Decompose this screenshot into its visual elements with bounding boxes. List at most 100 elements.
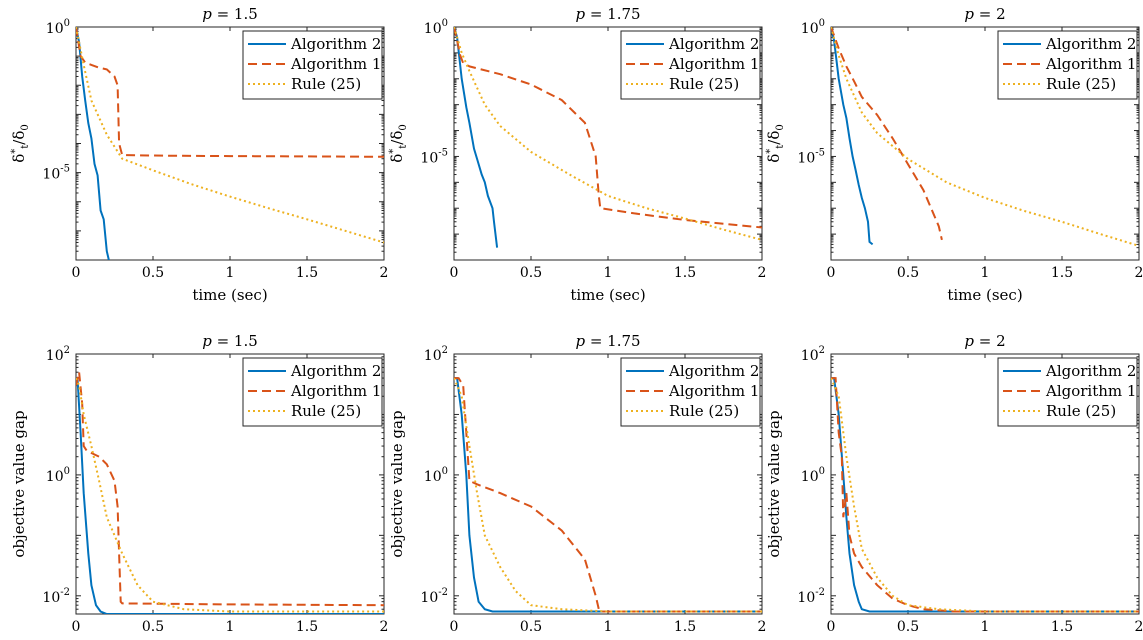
series-line-algorithm-1 xyxy=(831,27,943,241)
chart-panel: 0 0.5 1 1.5 2 100 10-5 p = 1.5 time (sec) δ*t/δ0 A… xyxy=(10,5,388,304)
legend-label: Algorithm 1 xyxy=(668,382,759,400)
x-tick-label: 2 xyxy=(758,619,767,635)
chart-title: p = 1.75 xyxy=(575,5,640,23)
legend-label: Rule (25) xyxy=(291,75,361,93)
chart-title: p = 2 xyxy=(964,5,1005,23)
y-axis-label: δ*t/δ0 xyxy=(10,124,31,163)
x-tick-label: 1.5 xyxy=(296,619,318,635)
x-tick-label: 0.5 xyxy=(142,265,164,281)
x-tick-label: 1 xyxy=(604,619,613,635)
legend-label: Algorithm 1 xyxy=(668,55,759,73)
x-tick-label: 0 xyxy=(450,619,459,635)
y-tick-label: 10-5 xyxy=(797,147,825,166)
x-tick-label: 0.5 xyxy=(520,265,542,281)
legend-label: Algorithm 2 xyxy=(668,35,759,53)
legend-label: Algorithm 1 xyxy=(290,382,381,400)
series-line-algorithm-2 xyxy=(76,377,384,614)
x-tick-label: 1.5 xyxy=(296,265,318,281)
chart-title: p = 1.5 xyxy=(202,332,258,350)
series-line-rule-25 xyxy=(831,377,1139,613)
legend: Algorithm 2 Algorithm 1 Rule (25) xyxy=(620,357,761,427)
x-tick-label: 2 xyxy=(380,619,389,635)
series-line-rule-25 xyxy=(454,27,762,241)
legend-label: Algorithm 2 xyxy=(1045,35,1136,53)
series-line-rule-25 xyxy=(831,27,1139,247)
series-line-algorithm-2 xyxy=(454,377,762,613)
y-tick-label: 100 xyxy=(46,18,70,37)
x-tick-label: 1 xyxy=(981,265,990,281)
series-line-algorithm-2 xyxy=(76,27,110,260)
legend-label: Rule (25) xyxy=(1046,402,1116,420)
x-tick-label: 0.5 xyxy=(897,619,919,635)
y-axis-label: δ*t/δ0 xyxy=(388,124,409,163)
legend-label: Rule (25) xyxy=(291,402,361,420)
y-axis-label: objective value gap xyxy=(388,410,406,557)
chart-title: p = 1.5 xyxy=(202,5,258,23)
x-tick-label: 1 xyxy=(981,619,990,635)
y-axis-label: δ*t/δ0 xyxy=(765,124,786,163)
y-tick-label: 10-5 xyxy=(420,147,448,166)
x-tick-label: 2 xyxy=(1135,619,1143,635)
x-tick-label: 0 xyxy=(72,265,81,281)
legend-label: Rule (25) xyxy=(1046,75,1116,93)
legend-label: Rule (25) xyxy=(669,75,739,93)
legend-label: Algorithm 2 xyxy=(1045,362,1136,380)
series-line-algorithm-1 xyxy=(831,377,1139,613)
series-line-algorithm-1 xyxy=(454,27,762,229)
legend-label: Algorithm 1 xyxy=(290,55,381,73)
x-tick-label: 2 xyxy=(1135,265,1143,281)
legend-label: Algorithm 2 xyxy=(290,35,381,53)
legend: Algorithm 2 Algorithm 1 Rule (25) xyxy=(242,30,383,100)
series-line-algorithm-2 xyxy=(454,27,499,248)
x-tick-label: 2 xyxy=(380,265,389,281)
legend-label: Algorithm 2 xyxy=(668,362,759,380)
x-tick-label: 1 xyxy=(226,619,235,635)
x-tick-label: 0 xyxy=(72,619,81,635)
x-tick-label: 0.5 xyxy=(897,265,919,281)
x-tick-label: 1.5 xyxy=(674,619,696,635)
x-tick-label: 0.5 xyxy=(520,619,542,635)
x-tick-label: 0 xyxy=(827,619,836,635)
y-tick-label: 102 xyxy=(424,345,448,364)
legend: Algorithm 2 Algorithm 1 Rule (25) xyxy=(997,30,1138,100)
x-tick-label: 0 xyxy=(450,265,459,281)
y-tick-label: 10-2 xyxy=(797,587,825,606)
y-tick-label: 100 xyxy=(424,18,448,37)
x-axis-label: time (sec) xyxy=(570,286,645,304)
series-line-algorithm-1 xyxy=(76,27,384,158)
series-line-algorithm-1 xyxy=(76,371,384,607)
legend: Algorithm 2 Algorithm 1 Rule (25) xyxy=(242,357,383,427)
y-tick-label: 10-2 xyxy=(420,587,448,606)
chart-panel: 0 0.5 1 1.5 2 100 10-5 p = 2 time (sec) δ*t/δ0 Alg… xyxy=(765,5,1143,304)
y-tick-label: 10-5 xyxy=(42,164,70,183)
x-tick-label: 0.5 xyxy=(142,619,164,635)
x-tick-label: 1 xyxy=(604,265,613,281)
y-tick-label: 102 xyxy=(801,345,825,364)
chart-title: p = 1.75 xyxy=(575,332,640,350)
x-tick-label: 2 xyxy=(758,265,767,281)
y-axis-label: objective value gap xyxy=(10,410,28,557)
y-axis-label: objective value gap xyxy=(765,410,783,557)
x-tick-label: 1 xyxy=(226,265,235,281)
y-tick-label: 10-2 xyxy=(42,587,70,606)
y-tick-label: 100 xyxy=(46,466,70,485)
legend: Algorithm 2 Algorithm 1 Rule (25) xyxy=(620,30,761,100)
x-tick-label: 1.5 xyxy=(1051,265,1073,281)
series-line-algorithm-2 xyxy=(831,27,874,246)
y-tick-label: 100 xyxy=(801,466,825,485)
x-axis-label: time (sec) xyxy=(947,286,1022,304)
x-axis-label: time (sec) xyxy=(192,286,267,304)
legend: Algorithm 2 Algorithm 1 Rule (25) xyxy=(997,357,1138,427)
x-tick-label: 0 xyxy=(827,265,836,281)
series-line-rule-25 xyxy=(454,377,762,613)
y-tick-label: 100 xyxy=(801,18,825,37)
y-tick-label: 100 xyxy=(424,466,448,485)
legend-label: Algorithm 2 xyxy=(290,362,381,380)
series-line-algorithm-1 xyxy=(454,377,762,613)
legend-label: Algorithm 1 xyxy=(1045,382,1136,400)
x-tick-label: 1.5 xyxy=(674,265,696,281)
